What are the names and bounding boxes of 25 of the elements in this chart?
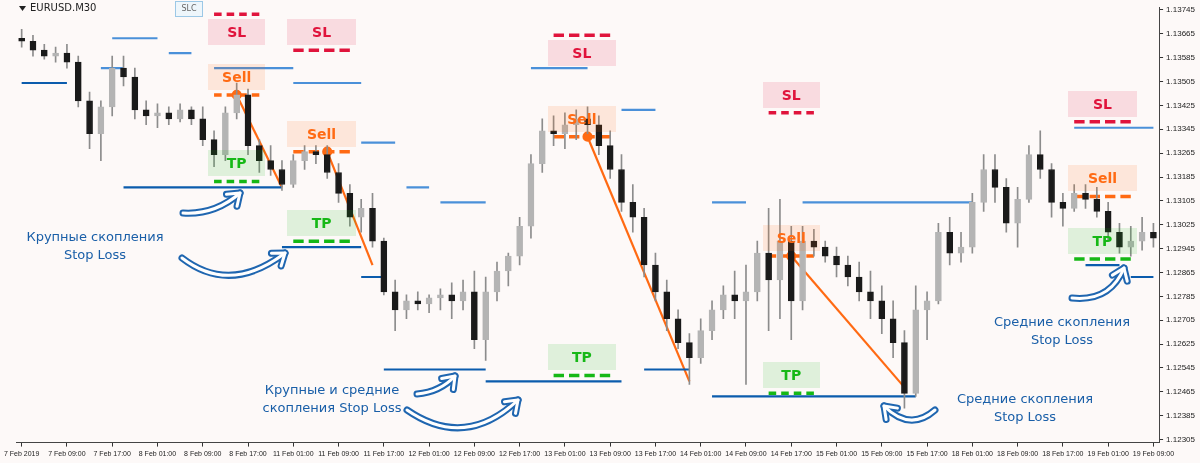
y-tick-label: 1.12865 [1166, 267, 1196, 277]
y-tick-label: 1.12625 [1166, 339, 1196, 349]
y-tick-label: 1.12305 [1166, 434, 1196, 444]
y-tick-label: 1.13105 [1166, 196, 1196, 206]
y-tick-label: 1.13345 [1166, 124, 1196, 134]
y-tick-label: 1.13665 [1166, 28, 1196, 38]
annotation: Крупные и средние скопления Stop Loss [261, 381, 403, 417]
y-tick-label: 1.13265 [1166, 148, 1196, 158]
y-tick-label: 1.12545 [1166, 363, 1196, 373]
y-tick-label: 1.13185 [1166, 172, 1196, 182]
y-tick-label: 1.12705 [1166, 315, 1196, 325]
y-tick-label: 1.13745 [1166, 5, 1196, 15]
y-tick-label: 1.12945 [1166, 243, 1196, 253]
y-tick-label: 1.12385 [1166, 410, 1196, 420]
annotation: Крупные скопления Stop Loss [25, 228, 165, 264]
y-tick-label: 1.12465 [1166, 387, 1196, 397]
y-tick-label: 1.13425 [1166, 100, 1196, 110]
y-tick-label: 1.12785 [1166, 291, 1196, 301]
y-tick-label: 1.13025 [1166, 219, 1196, 229]
annotation: SLC [175, 1, 203, 17]
annotation: Средние скопления Stop Loss [993, 313, 1131, 349]
y-tick-label: 1.13585 [1166, 52, 1196, 62]
annotation: Средние скопления Stop Loss [956, 390, 1094, 426]
y-tick-label: 1.13505 [1166, 76, 1196, 86]
chart-title: EURUSD.M30 [30, 2, 97, 14]
